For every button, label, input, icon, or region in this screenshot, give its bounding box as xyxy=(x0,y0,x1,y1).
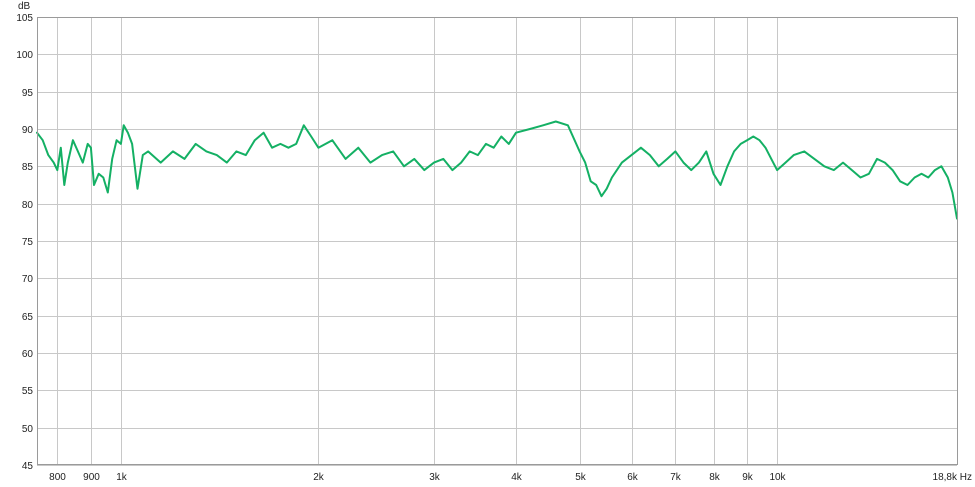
y-tick-label: 85 xyxy=(22,162,34,173)
x-tick-label: 10k xyxy=(769,472,786,483)
series-layer xyxy=(36,120,958,220)
x-tick-label: 5k xyxy=(575,472,587,483)
grid-lines xyxy=(37,17,957,466)
x-tick-label: 6k xyxy=(627,472,639,483)
y-tick-labels: 45 50 55 60 65 70 75 80 85 90 95 100 105 xyxy=(16,13,33,472)
x-tick-label: 800 xyxy=(49,472,66,483)
x-tick-label: 4k xyxy=(511,472,523,483)
x-tick-label: 3k xyxy=(429,472,441,483)
y-tick-label: 90 xyxy=(22,125,34,136)
y-tick-label: 55 xyxy=(22,386,34,397)
y-tick-label: 80 xyxy=(22,200,34,211)
y-tick-label: 75 xyxy=(22,237,34,248)
y-tick-label: 100 xyxy=(16,50,33,61)
y-tick-label: 105 xyxy=(16,13,33,24)
x-tick-labels: 800 900 1k 2k 3k 4k 5k 6k 7k 8k 9k 10k 18,8k Hz xyxy=(49,472,972,483)
x-tick-label: 1k xyxy=(116,472,128,483)
x-tick-label: 18,8k Hz xyxy=(933,472,972,483)
y-unit-label: dB xyxy=(18,1,31,12)
y-tick-label: 50 xyxy=(22,424,34,435)
x-tick-label: 900 xyxy=(83,472,100,483)
y-tick-label: 70 xyxy=(22,274,34,285)
y-tick-label: 60 xyxy=(22,349,34,360)
y-tick-label: 65 xyxy=(22,312,34,323)
series-line-0 xyxy=(36,120,958,220)
y-tick-label: 95 xyxy=(22,88,34,99)
y-tick-label: 45 xyxy=(22,461,34,472)
x-tick-label: 2k xyxy=(313,472,325,483)
x-tick-label: 9k xyxy=(742,472,754,483)
plot-frame xyxy=(37,17,958,465)
x-tick-label: 8k xyxy=(709,472,721,483)
x-tick-label: 7k xyxy=(670,472,682,483)
